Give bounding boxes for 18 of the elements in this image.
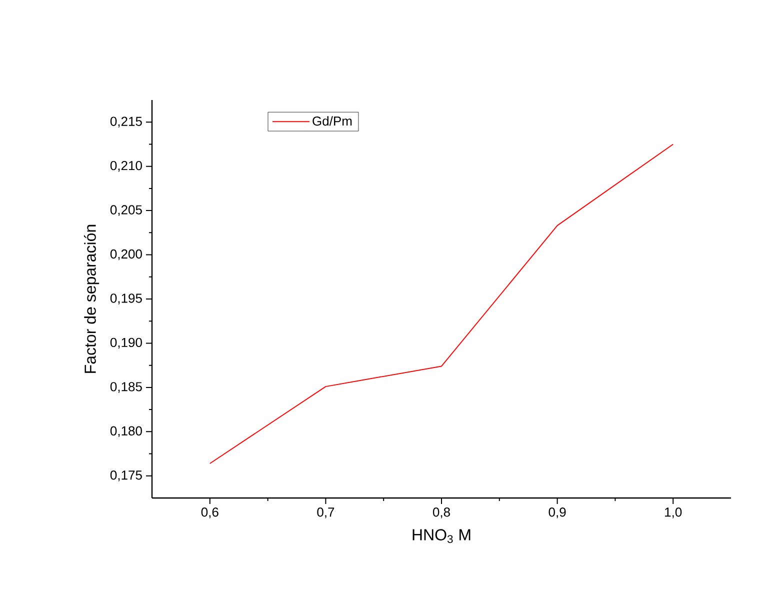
legend-label: Gd/Pm <box>312 116 352 126</box>
y-tick-label: 0,180 <box>110 426 142 438</box>
y-tick-label: 0,210 <box>110 160 142 172</box>
y-tick-label: 0,175 <box>110 470 142 482</box>
x-axis-title: HNO$_{3}$ M <box>412 529 470 544</box>
y-tick-label: 0,195 <box>110 294 142 304</box>
y-tick-label: 0,215 <box>110 116 142 128</box>
line-series <box>209 144 674 464</box>
x-tick-label: 1,0 <box>665 508 682 518</box>
y-tick-label: 0,185 <box>110 382 142 393</box>
y-tick-label: 0,205 <box>110 205 142 216</box>
y-tick-label: 0,200 <box>110 249 142 260</box>
x-tick-label: 0,8 <box>432 508 450 518</box>
x-tick-label: 0,7 <box>317 508 334 518</box>
x-tick-label: 0,9 <box>548 508 566 518</box>
x-tick-label: 0,6 <box>201 508 218 518</box>
y-axis-title: Factor de separación <box>84 224 100 373</box>
y-tick-label: 0,190 <box>110 338 142 349</box>
